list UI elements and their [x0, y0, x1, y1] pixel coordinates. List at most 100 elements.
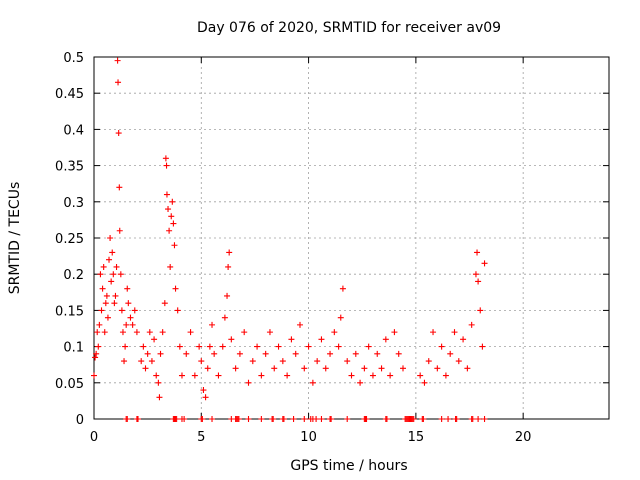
data-point: [162, 155, 169, 162]
data-point: [178, 372, 185, 379]
data-point: [94, 329, 101, 336]
data-point: [183, 350, 190, 357]
data-point: [331, 329, 338, 336]
y-axis-label: SRMTID / TECUs: [7, 182, 23, 295]
data-point: [219, 343, 226, 350]
data-point: [138, 358, 145, 365]
data-point: [109, 249, 116, 256]
data-point: [420, 416, 427, 422]
data-point: [161, 300, 168, 307]
data-point: [172, 285, 179, 292]
data-point: [131, 307, 138, 314]
data-point: [382, 336, 389, 343]
data-point: [318, 416, 325, 422]
data-point: [475, 278, 482, 285]
data-point: [474, 249, 481, 256]
data-point: [468, 321, 475, 328]
data-point: [327, 350, 334, 357]
data-point: [110, 271, 117, 278]
data-point: [280, 416, 287, 422]
data-point: [258, 372, 265, 379]
y-tick-label: 0.5: [63, 51, 84, 66]
data-point: [383, 416, 390, 422]
data-point: [479, 343, 486, 350]
y-tick-label: 0.4: [63, 123, 84, 138]
data-point: [322, 365, 329, 372]
data-point: [144, 350, 151, 357]
data-point: [103, 292, 110, 299]
data-point: [92, 354, 99, 361]
data-point: [445, 416, 452, 422]
data-point: [107, 235, 114, 241]
data-point: [292, 350, 299, 357]
data-point: [133, 329, 140, 336]
data-points: [91, 57, 488, 422]
data-point: [163, 162, 170, 169]
data-point: [118, 307, 125, 314]
data-point: [170, 220, 177, 227]
data-point: [121, 358, 128, 365]
data-point: [442, 372, 449, 379]
data-point: [226, 249, 233, 256]
data-point: [146, 329, 153, 336]
data-point: [232, 365, 239, 372]
data-point: [104, 314, 111, 321]
data-point: [112, 292, 119, 299]
data-point: [236, 350, 243, 357]
data-point: [117, 271, 124, 278]
data-point: [202, 394, 209, 401]
data-point: [215, 372, 222, 379]
data-point: [181, 416, 188, 422]
data-point: [221, 314, 228, 321]
data-point: [363, 416, 370, 422]
data-point: [374, 350, 381, 357]
data-point: [100, 263, 107, 270]
data-point: [481, 260, 488, 267]
y-tick-label: 0.1: [63, 341, 84, 356]
data-point: [98, 307, 105, 314]
y-tick-label: 0.45: [55, 87, 84, 102]
data-point: [173, 416, 180, 422]
data-point: [125, 300, 132, 307]
y-tick-label: 0.2: [63, 268, 84, 283]
data-point: [174, 307, 181, 314]
data-point: [111, 300, 118, 307]
data-point: [163, 191, 170, 198]
data-point: [313, 416, 320, 422]
data-point: [225, 263, 232, 270]
data-point: [106, 256, 113, 263]
data-point: [95, 343, 102, 350]
data-point: [421, 379, 428, 386]
data-point: [196, 343, 203, 350]
data-point: [123, 321, 130, 328]
x-tick-label: 10: [300, 430, 317, 445]
data-point: [209, 416, 216, 422]
data-point: [301, 365, 308, 372]
data-point: [206, 343, 213, 350]
data-point: [116, 184, 123, 191]
data-point: [455, 358, 462, 365]
data-point: [101, 329, 108, 336]
data-point: [235, 416, 242, 422]
data-point: [369, 372, 376, 379]
data-point: [211, 350, 218, 357]
data-point: [129, 321, 136, 328]
data-point: [361, 365, 368, 372]
x-tick-label: 0: [90, 430, 98, 445]
data-point: [275, 343, 282, 350]
data-point: [245, 416, 252, 422]
data-point: [464, 365, 471, 372]
data-point: [254, 343, 261, 350]
data-point: [352, 350, 359, 357]
data-point: [99, 285, 106, 292]
data-point: [114, 57, 121, 64]
y-tick-label: 0: [76, 413, 84, 428]
data-point: [224, 292, 231, 299]
data-point: [378, 365, 385, 372]
data-point: [395, 350, 402, 357]
data-point: [348, 372, 355, 379]
data-point: [127, 314, 134, 321]
data-point: [451, 329, 458, 336]
